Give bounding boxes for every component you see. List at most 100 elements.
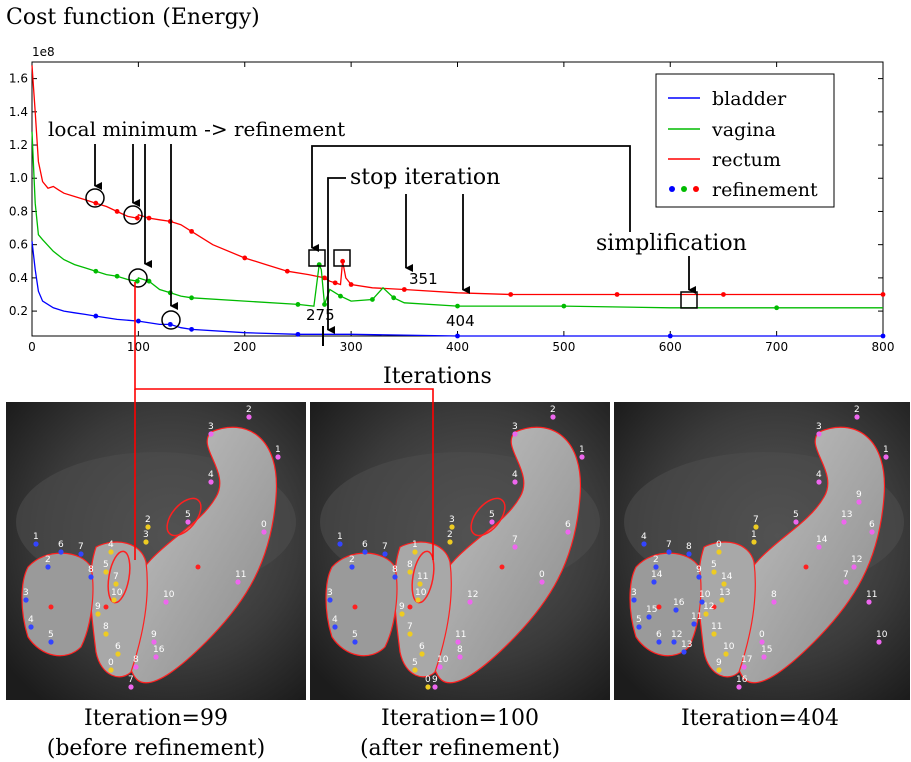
refinement-point-rectum	[242, 255, 248, 261]
vagina-centroid	[711, 604, 717, 610]
control-point-label: 10	[699, 590, 711, 600]
control-point-blue	[699, 599, 705, 605]
control-point-blue	[651, 579, 657, 585]
control-point-label: 0	[759, 630, 765, 640]
control-point-pink	[275, 454, 281, 460]
control-point-label: 7	[382, 542, 388, 552]
control-point-yellow	[412, 549, 418, 555]
control-point-yellow	[143, 539, 149, 545]
control-point-pink	[579, 454, 585, 460]
control-point-label: 8	[407, 560, 413, 570]
control-point-yellow	[703, 611, 709, 617]
control-point-label: 5	[793, 510, 799, 520]
control-point-pink	[876, 639, 882, 645]
control-point-label: 7	[113, 572, 119, 582]
control-point-label: 3	[631, 588, 637, 598]
control-point-label: 12	[467, 590, 478, 600]
control-point-pink	[163, 599, 169, 605]
control-point-pink	[816, 479, 822, 485]
control-point-label: 5	[489, 510, 495, 520]
control-point-label: 9	[151, 630, 157, 640]
control-point-blue	[332, 624, 338, 630]
vagina-centroid	[407, 604, 413, 610]
refinement-point-vagina	[774, 305, 780, 311]
bladder-contour	[21, 552, 94, 657]
control-point-label: 13	[841, 510, 852, 520]
refinement-point-rectum	[146, 215, 152, 221]
control-point-label: 4	[208, 470, 214, 480]
control-point-yellow	[419, 651, 425, 657]
control-point-label: 13	[681, 640, 692, 650]
control-point-label: 9	[95, 602, 101, 612]
control-point-pink	[841, 519, 847, 525]
control-point-label: 3	[23, 588, 29, 598]
control-point-label: 1	[751, 530, 757, 540]
control-point-label: 14	[651, 570, 663, 580]
annotations: local minimum -> refinement stop iterati…	[48, 117, 747, 346]
caption-panel-2-line2: (after refinement)	[360, 736, 560, 761]
legend-label-vagina: vagina	[711, 119, 776, 141]
control-point-blue	[646, 614, 652, 620]
control-point-label: 16	[736, 675, 748, 685]
bladder-centroid	[352, 604, 358, 610]
control-point-label: 8	[771, 590, 777, 600]
arrow-simplification	[311, 145, 631, 252]
control-point-label: 4	[816, 470, 822, 480]
control-point-yellow	[103, 569, 109, 575]
caption-panel-3-line1: Iteration=404	[681, 706, 839, 731]
bladder-centroid	[48, 604, 54, 610]
control-point-label: 15	[646, 605, 657, 615]
x-tick-label: 600	[659, 340, 682, 354]
legend-dot-red	[693, 186, 699, 192]
control-point-label: 1	[883, 445, 889, 455]
control-point-label: 10	[437, 655, 449, 665]
control-point-label: 11	[866, 590, 877, 600]
control-point-blue	[23, 597, 29, 603]
control-point-label: 1	[337, 532, 343, 542]
x-tick-label: 0	[28, 340, 36, 354]
refinement-point-vagina	[134, 278, 140, 284]
legend-dot-blue	[669, 186, 675, 192]
control-point-label: 3	[327, 588, 333, 598]
control-point-label: 6	[58, 540, 64, 550]
control-point-yellow	[425, 684, 431, 690]
legend-label-rectum: rectum	[712, 149, 781, 171]
control-point-yellow	[113, 581, 119, 587]
x-tick-label: 200	[233, 340, 256, 354]
control-point-yellow	[711, 631, 717, 637]
x-tick-label: 700	[765, 340, 788, 354]
control-point-label: 5	[48, 630, 54, 640]
control-point-pink	[235, 579, 241, 585]
annotation-stop-iteration: stop iteration	[350, 165, 500, 190]
refinement-point-rectum	[322, 275, 327, 281]
control-point-pink	[512, 544, 518, 550]
legend-label-bladder: bladder	[712, 88, 787, 110]
control-point-pink	[759, 639, 765, 645]
refinement-point-rectum	[880, 292, 886, 297]
control-point-blue	[671, 639, 677, 645]
control-point-blue	[58, 549, 64, 555]
control-point-blue	[48, 639, 54, 645]
legend-dot-green	[681, 186, 687, 192]
control-point-blue	[653, 564, 659, 570]
control-point-blue	[78, 551, 84, 557]
bladder-centroid	[656, 604, 662, 610]
rectum-contour	[733, 426, 886, 684]
control-point-label: 1	[275, 445, 281, 455]
control-point-label: 5	[636, 615, 642, 625]
control-point-label: 1	[412, 540, 418, 550]
control-point-label: 5	[711, 560, 717, 570]
control-point-pink	[208, 479, 214, 485]
y-tick-label: 1.2	[9, 138, 28, 152]
refinement-point-bladder	[295, 331, 301, 337]
simplification-marker-2	[333, 249, 351, 267]
control-point-label: 7	[407, 622, 413, 632]
control-point-blue	[45, 564, 51, 570]
refinement-point-rectum	[340, 258, 346, 264]
refinement-point-vagina	[295, 302, 301, 307]
control-point-label: 3	[816, 422, 822, 432]
caption-panel-1-line2: (before refinement)	[47, 736, 265, 761]
control-point-pink	[128, 684, 134, 690]
